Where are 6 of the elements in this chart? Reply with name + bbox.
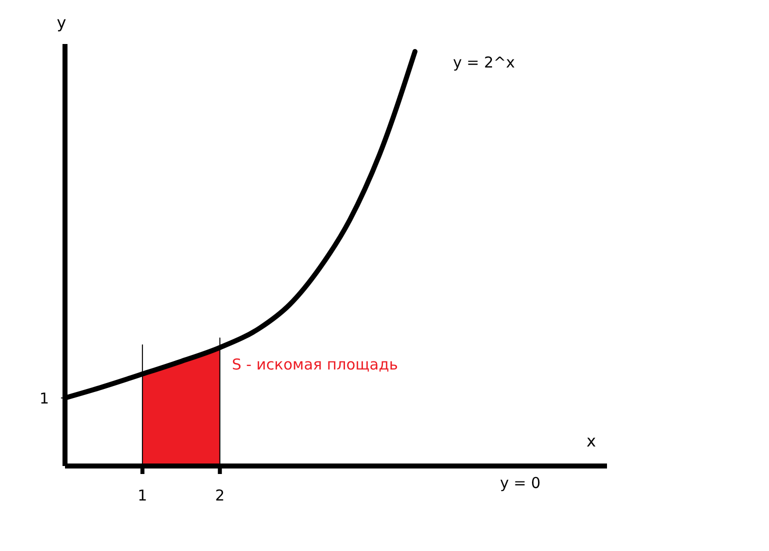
x-tick-label: 2 [215, 486, 225, 505]
series-label: S - искомая площадь [232, 356, 398, 374]
text: y = 2^x [452, 53, 516, 72]
x-axis-title: x [586, 431, 596, 450]
text: y = 0 [500, 474, 541, 492]
y-axis-title: y [56, 13, 66, 32]
